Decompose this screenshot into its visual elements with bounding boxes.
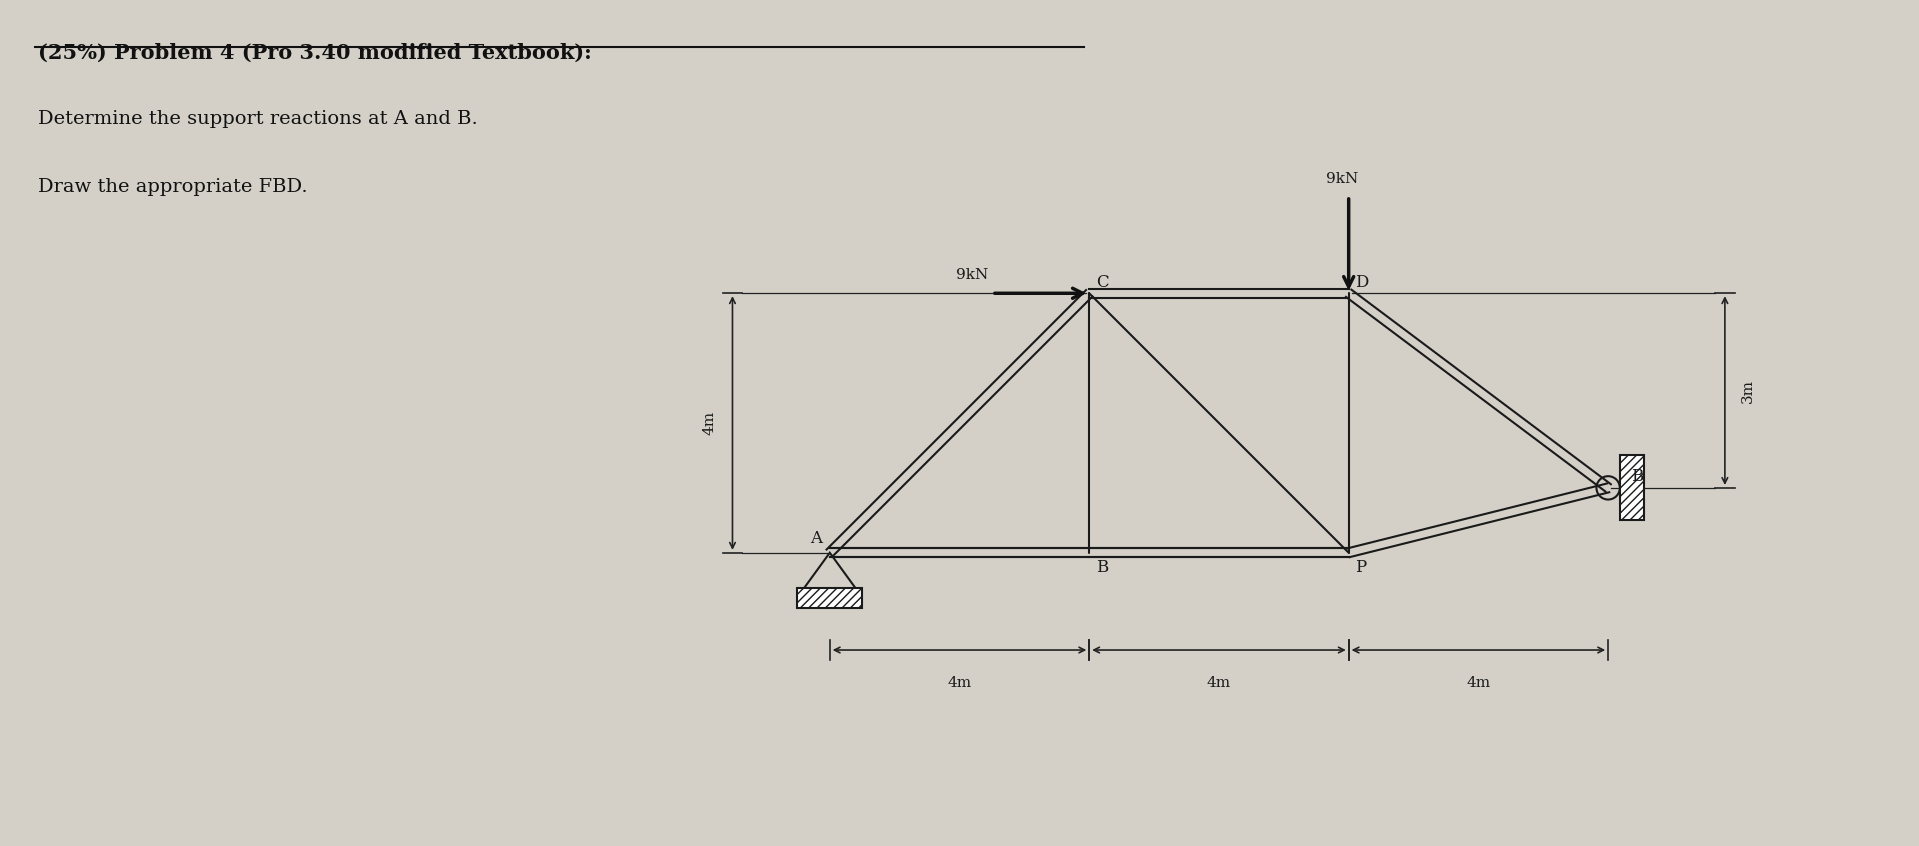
Text: B: B xyxy=(1631,469,1643,486)
Text: 9kN: 9kN xyxy=(1326,173,1359,186)
Text: P: P xyxy=(1355,559,1366,576)
Text: B: B xyxy=(1096,559,1107,576)
Text: Determine the support reactions at A and B.: Determine the support reactions at A and… xyxy=(38,110,478,128)
Text: 9kN: 9kN xyxy=(956,267,988,282)
Text: 4m: 4m xyxy=(1207,676,1230,690)
Text: (25%) Problem 4 (Pro 3.40 modified Textbook):: (25%) Problem 4 (Pro 3.40 modified Textb… xyxy=(38,42,593,63)
Text: 3m: 3m xyxy=(1741,378,1754,403)
Polygon shape xyxy=(1620,455,1645,520)
Text: Draw the appropriate FBD.: Draw the appropriate FBD. xyxy=(38,178,309,195)
Text: A: A xyxy=(810,530,823,547)
Text: 4m: 4m xyxy=(1466,676,1491,690)
Text: C: C xyxy=(1096,274,1109,291)
Text: D: D xyxy=(1355,274,1368,291)
Text: 4m: 4m xyxy=(702,411,718,435)
Polygon shape xyxy=(796,589,862,608)
Text: 4m: 4m xyxy=(948,676,971,690)
